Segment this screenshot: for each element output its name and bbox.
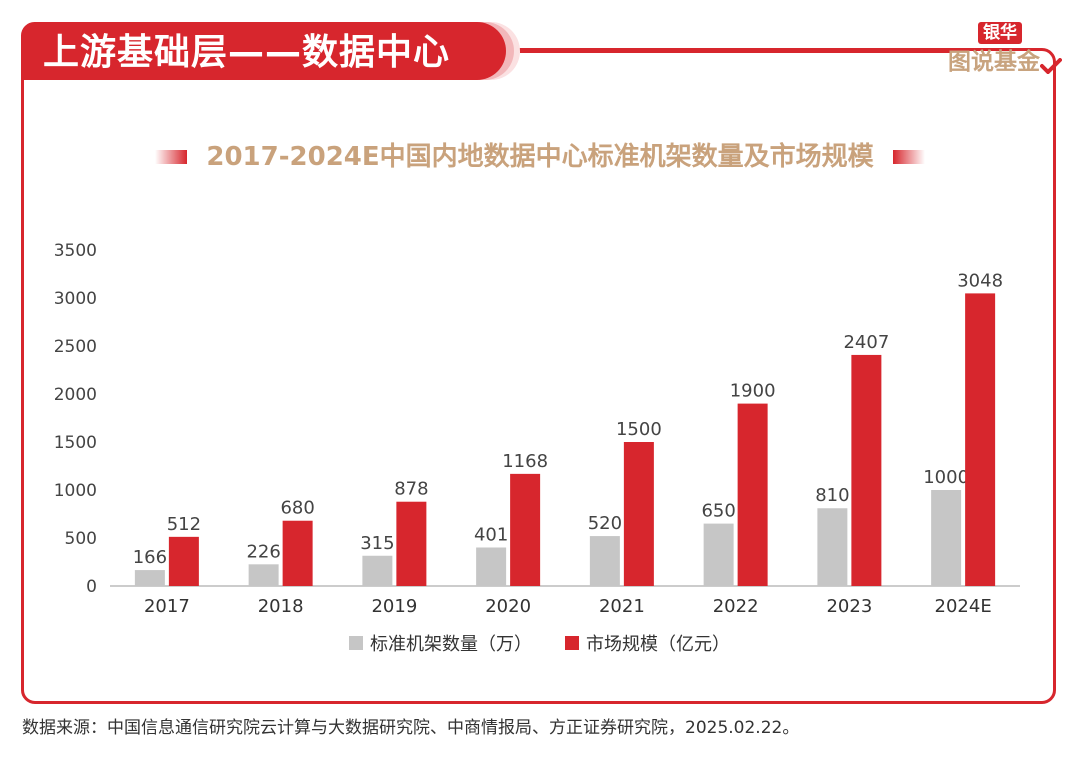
data-label: 512 xyxy=(167,514,201,535)
bar-market-size xyxy=(396,501,427,586)
data-label: 680 xyxy=(280,498,314,519)
legend-label-market-size: 市场规模（亿元） xyxy=(586,634,730,655)
title-deco-left xyxy=(155,150,188,164)
bar-market-size xyxy=(510,473,541,586)
y-tick-label: 2000 xyxy=(54,385,97,405)
y-tick-label: 3500 xyxy=(54,241,97,261)
data-label: 810 xyxy=(815,485,849,506)
bar-rack-count xyxy=(476,547,507,586)
data-label: 315 xyxy=(360,533,394,554)
x-tick-label: 2019 xyxy=(371,596,417,617)
brand-logo: 银华 图说基金 xyxy=(948,22,1063,82)
source-note: 数据来源：中国信息通信研究院云计算与大数据研究院、中商情报局、方正证券研究院，2… xyxy=(22,718,800,738)
content-frame xyxy=(21,48,1056,704)
logo-top-text: 银华 xyxy=(978,22,1022,44)
bar-market-size xyxy=(737,403,768,586)
header-divider xyxy=(520,50,952,53)
data-label: 1500 xyxy=(616,419,662,440)
x-tick-label: 2020 xyxy=(485,596,531,617)
x-tick-label: 2024E xyxy=(935,596,992,617)
data-label: 226 xyxy=(246,541,280,562)
chart-title: 2017-2024E中国内地数据中心标准机架数量及市场规模 xyxy=(206,142,874,172)
bar-rack-count xyxy=(248,564,279,586)
legend-label-rack-count: 标准机架数量（万） xyxy=(370,634,532,655)
x-tick-label: 2021 xyxy=(599,596,645,617)
bar-market-size xyxy=(168,536,199,586)
data-label: 878 xyxy=(394,479,428,500)
data-label: 650 xyxy=(701,501,735,522)
bar-rack-count xyxy=(931,490,962,586)
data-label: 1000 xyxy=(923,467,969,488)
y-tick-label: 500 xyxy=(65,529,97,549)
chart-title-row: 2017-2024E中国内地数据中心标准机架数量及市场规模 xyxy=(0,137,1080,177)
x-tick-label: 2018 xyxy=(258,596,304,617)
data-label: 1168 xyxy=(502,451,548,472)
y-tick-label: 0 xyxy=(86,577,97,597)
bar-rack-count xyxy=(134,570,165,586)
legend-swatch xyxy=(349,636,363,650)
x-tick-label: 2022 xyxy=(713,596,759,617)
y-tick-label: 2500 xyxy=(54,337,97,357)
x-tick-label: 2017 xyxy=(144,596,190,617)
x-tick-label: 2023 xyxy=(826,596,872,617)
bar-rack-count xyxy=(589,536,620,586)
header-banner xyxy=(21,22,506,80)
y-tick-label: 1500 xyxy=(54,433,97,453)
data-label: 520 xyxy=(588,513,622,534)
logo-bottom-text: 图说基金 xyxy=(948,49,1040,75)
data-label: 401 xyxy=(474,525,508,546)
bar-market-size xyxy=(282,520,313,586)
data-label: 1900 xyxy=(730,381,776,402)
bar-rack-count xyxy=(362,555,393,586)
bar-market-size xyxy=(965,293,996,586)
data-label: 166 xyxy=(133,547,167,568)
title-deco-right xyxy=(892,150,925,164)
y-tick-label: 1000 xyxy=(54,481,97,501)
page-title: 上游基础层——数据中心 xyxy=(43,32,451,73)
data-label: 3048 xyxy=(957,270,1003,291)
bar-rack-count xyxy=(703,523,734,586)
bar-rack-count xyxy=(817,508,848,586)
check-icon xyxy=(1040,58,1062,74)
bar-market-size xyxy=(851,354,882,586)
data-label: 2407 xyxy=(843,332,889,353)
bar-market-size xyxy=(623,442,654,586)
legend-swatch xyxy=(565,636,579,650)
y-tick-label: 3000 xyxy=(54,289,97,309)
